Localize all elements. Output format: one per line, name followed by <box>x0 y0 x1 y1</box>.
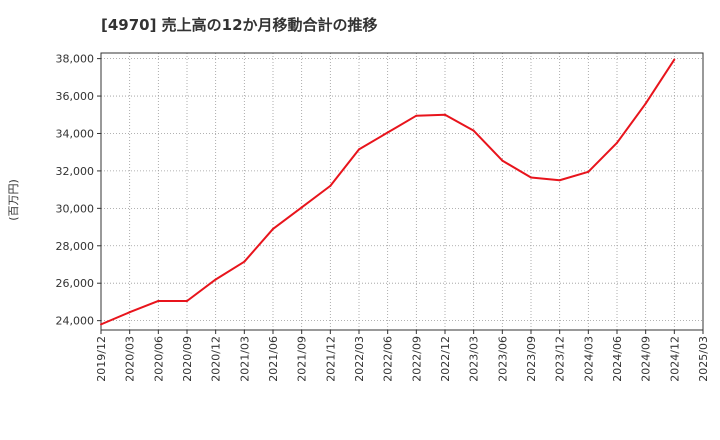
x-tick-label: 2020/12 <box>210 336 223 382</box>
x-tick-label: 2023/03 <box>468 336 481 382</box>
y-tick-label: 30,000 <box>56 202 95 215</box>
x-tick-label: 2025/03 <box>697 336 710 382</box>
x-axis: 2019/12 2020/03 2020/06 2020/09 2020/12 2021/… <box>95 330 710 382</box>
x-tick-label: 2023/12 <box>554 336 567 382</box>
data-point <box>386 131 389 134</box>
x-tick-label: 2022/12 <box>439 336 452 382</box>
data-point <box>501 159 504 162</box>
y-tick-label: 24,000 <box>56 315 95 328</box>
data-point <box>558 179 561 182</box>
data-point <box>644 102 647 105</box>
x-tick-label: 2022/03 <box>353 336 366 382</box>
x-tick-label: 2021/03 <box>238 336 251 382</box>
x-tick-label: 2023/09 <box>525 336 538 382</box>
data-point <box>616 141 618 144</box>
data-point <box>214 278 217 281</box>
y-tick-label: 36,000 <box>56 90 95 103</box>
data-point <box>472 129 475 132</box>
data-point <box>272 227 274 230</box>
data-point <box>100 323 102 326</box>
data-point <box>587 170 590 173</box>
data-point <box>186 299 188 302</box>
y-tick-label: 28,000 <box>56 240 95 253</box>
data-point <box>128 311 131 314</box>
x-tick-label: 2024/09 <box>640 336 653 382</box>
data-point <box>358 148 360 151</box>
x-tick-label: 2020/06 <box>152 336 165 382</box>
series-layer <box>100 58 676 326</box>
chart-title: [4970] 売上高の12か月移動合計の推移 <box>101 16 378 34</box>
data-point <box>415 114 418 117</box>
data-point <box>673 58 676 61</box>
x-tick-label: 2022/06 <box>382 336 395 382</box>
x-tick-label: 2021/12 <box>324 336 337 382</box>
y-tick-label: 38,000 <box>56 53 95 66</box>
y-tick-label: 34,000 <box>56 127 95 140</box>
x-tick-label: 2023/06 <box>496 336 509 382</box>
x-tick-label: 2021/06 <box>267 336 280 382</box>
data-point <box>300 206 303 209</box>
data-point <box>329 184 332 187</box>
data-point <box>243 260 246 263</box>
x-tick-label: 2024/12 <box>668 336 681 382</box>
y-axis: 24,000 26,000 28,000 30,000 32,000 34,000 36,0… <box>56 53 101 328</box>
plot-area-frame <box>100 52 704 331</box>
x-tick-label: 2020/09 <box>181 336 194 382</box>
x-tick-label: 2024/03 <box>582 336 595 382</box>
grid-lines <box>100 53 704 330</box>
x-tick-label: 2024/06 <box>611 336 624 382</box>
x-tick-label: 2022/09 <box>410 336 423 382</box>
data-point <box>157 299 160 302</box>
data-point <box>444 113 446 116</box>
data-point <box>530 176 532 179</box>
x-tick-label: 2021/09 <box>296 336 309 382</box>
y-tick-label: 26,000 <box>56 277 95 290</box>
x-tick-label: 2019/12 <box>95 336 108 382</box>
y-axis-label: (百万円) <box>7 179 20 221</box>
x-tick-label: 2020/03 <box>124 336 137 382</box>
y-tick-label: 32,000 <box>56 165 95 178</box>
